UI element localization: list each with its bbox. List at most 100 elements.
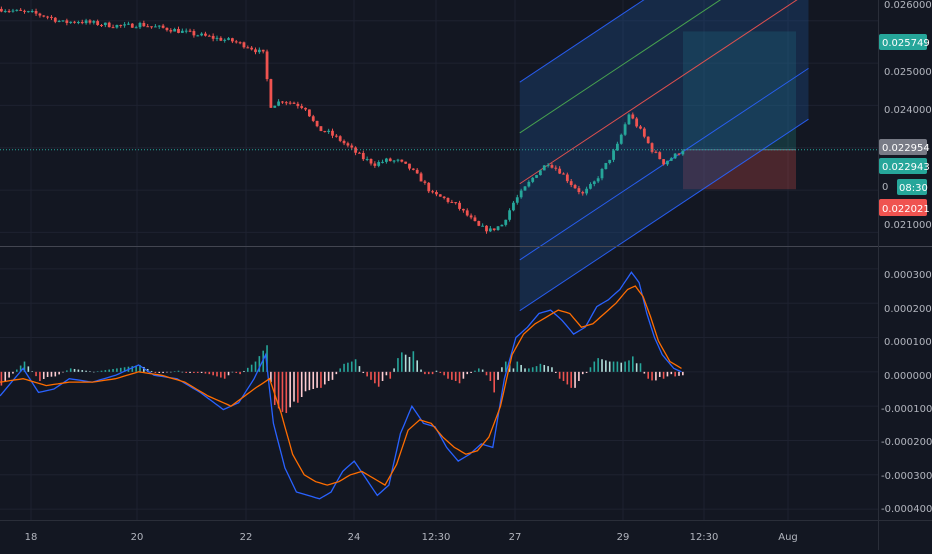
histogram-bar — [27, 366, 30, 372]
macd-tick: -0.000300 — [881, 471, 932, 482]
candle-body — [180, 30, 184, 33]
candle-body — [442, 196, 446, 198]
candle-body — [361, 152, 365, 160]
histogram-bar — [424, 371, 426, 375]
histogram-bar — [339, 368, 341, 372]
candle-body — [342, 140, 346, 144]
channel-line — [519, 0, 798, 185]
candle-body — [265, 51, 269, 80]
candle-body — [504, 219, 508, 225]
candle-body — [419, 173, 423, 182]
candle-body — [639, 126, 642, 129]
candle-body — [134, 27, 138, 29]
histogram-bar — [535, 366, 538, 372]
histogram-bar — [439, 371, 442, 373]
histogram-bar — [162, 371, 164, 373]
histogram-bar — [531, 367, 534, 372]
price-axis[interactable]: 0.026000 0.025000 0.024000 0.021000 — [884, 0, 932, 231]
candle-body — [565, 174, 569, 182]
candle-body — [3, 11, 7, 13]
risk-reward-box[interactable] — [683, 31, 796, 190]
channel-line — [519, 0, 645, 83]
histogram-bar — [543, 364, 546, 372]
candle-body — [80, 22, 84, 24]
histogram-bar — [343, 363, 345, 372]
histogram-bar — [281, 371, 284, 412]
histogram-bar — [289, 371, 291, 408]
histogram-bar — [466, 371, 469, 375]
histogram-bar — [231, 371, 234, 373]
time-tick: 24 — [348, 532, 361, 543]
candle-body — [300, 106, 304, 108]
candle-body — [573, 185, 577, 189]
candle-body — [581, 192, 585, 194]
candle-body — [157, 25, 161, 27]
histogram-bar — [324, 371, 326, 385]
candle-body — [46, 16, 49, 18]
histogram-bar — [578, 371, 580, 381]
histogram-bar — [19, 365, 22, 372]
candle-body — [103, 22, 107, 26]
candle-body — [458, 202, 461, 209]
time-tick: 18 — [25, 532, 38, 543]
candle-body — [635, 118, 639, 127]
histogram-bar — [81, 370, 84, 372]
histogram-bar — [512, 368, 515, 372]
histogram-bar — [189, 371, 191, 373]
histogram-bar — [123, 367, 126, 372]
histogram-bar — [208, 371, 211, 375]
candle-body — [115, 24, 119, 28]
candle-body — [215, 37, 219, 39]
candle-body — [254, 49, 257, 53]
candle-body — [311, 116, 315, 121]
candle-body — [7, 11, 11, 13]
histogram-bar — [555, 371, 557, 373]
candle-body — [558, 168, 562, 174]
histogram-bar — [454, 371, 457, 381]
candle-body — [539, 170, 542, 176]
candle-body — [0, 8, 3, 12]
histogram-bar — [250, 364, 253, 372]
candle-body — [585, 188, 588, 194]
histogram-bar — [528, 368, 530, 372]
histogram-bar — [73, 368, 76, 372]
histogram-bar — [0, 371, 3, 386]
channel-fill — [519, 0, 809, 311]
histogram-bar — [358, 366, 361, 372]
candle-body — [512, 202, 515, 211]
histogram-bar — [312, 371, 315, 389]
histogram-bar — [119, 367, 122, 372]
candle-body — [227, 38, 230, 40]
time-tick: 12:30 — [690, 532, 719, 543]
price-tick: 0.021000 — [884, 220, 932, 231]
candle-body — [423, 181, 427, 183]
histogram-bar — [166, 371, 168, 373]
macd-tick: -0.000400 — [881, 504, 932, 515]
histogram-bar — [547, 366, 549, 372]
histogram-bar — [100, 370, 103, 372]
candle-body — [11, 10, 15, 12]
histogram-bar — [108, 369, 110, 372]
histogram-bar — [362, 371, 365, 373]
candle-body — [385, 158, 388, 162]
candle-body — [431, 191, 434, 193]
histogram-bar — [551, 367, 553, 372]
candle-body — [612, 150, 615, 160]
candle-body — [100, 25, 103, 27]
regression-channel[interactable] — [519, 0, 809, 312]
candle-body — [411, 168, 415, 170]
macd-axis[interactable]: 0.000300 0.000200 0.000100 0.000000 -0.0… — [881, 270, 932, 515]
candle-body — [388, 158, 392, 162]
histogram-bar — [570, 371, 572, 388]
histogram-bar — [485, 371, 488, 376]
candle-body — [77, 22, 80, 24]
time-axis[interactable]: 18 20 22 24 12:30 27 29 12:30 Aug — [25, 532, 798, 543]
candle-body — [34, 11, 38, 14]
histogram-bar — [593, 361, 596, 372]
histogram-bar — [474, 370, 476, 372]
candle-body — [496, 226, 500, 231]
histogram-bar — [347, 362, 349, 372]
